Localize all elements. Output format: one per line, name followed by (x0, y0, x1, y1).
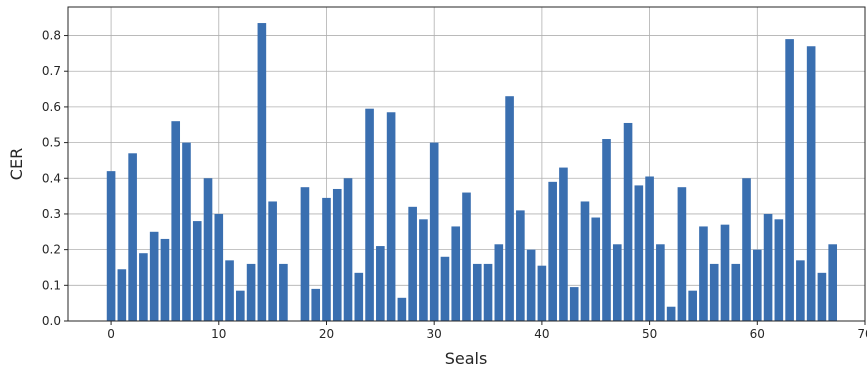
bar (752, 249, 762, 321)
bar (149, 231, 159, 321)
bar (612, 244, 622, 321)
bar (645, 176, 654, 321)
bar (376, 246, 385, 321)
bar (537, 265, 547, 321)
bar (763, 213, 773, 321)
y-tick-label: 0.3 (42, 207, 61, 221)
bar (817, 272, 827, 321)
bar (139, 253, 148, 321)
bar (106, 171, 116, 321)
bar (806, 46, 816, 321)
bar (429, 142, 439, 321)
bar (311, 288, 321, 321)
bar (666, 306, 676, 321)
bar (699, 226, 708, 321)
bar (246, 263, 256, 321)
bar (569, 287, 579, 321)
bar (236, 290, 245, 321)
bar (225, 260, 234, 321)
bar (472, 263, 482, 321)
y-tick-label: 0.7 (42, 64, 61, 78)
bar (785, 39, 794, 321)
bar (354, 272, 364, 321)
bar (279, 263, 288, 321)
bar (128, 153, 137, 321)
bar (731, 263, 741, 321)
bar (526, 249, 536, 321)
bars (106, 23, 837, 322)
bar (386, 112, 396, 322)
bar (688, 290, 697, 321)
y-tick-label: 0.1 (42, 278, 61, 292)
bar (623, 122, 633, 321)
y-tick-label: 0.5 (42, 136, 61, 150)
bar (796, 260, 805, 321)
x-tick-label: 40 (534, 327, 549, 341)
bar (182, 142, 191, 321)
x-axis: 0 10 20 30 40 50 60 70 (107, 321, 867, 341)
bar (257, 23, 267, 321)
bar (408, 206, 417, 321)
x-tick-label: 20 (319, 327, 334, 341)
bar (548, 181, 557, 321)
bar (709, 263, 719, 321)
bar (602, 139, 611, 321)
bar (774, 219, 784, 321)
bar (322, 197, 331, 321)
x-tick-label: 50 (642, 327, 657, 341)
bar (192, 221, 202, 321)
bar (171, 121, 181, 321)
bar (591, 217, 601, 321)
y-tick-label: 0.2 (42, 243, 61, 257)
y-tick-label: 0.6 (42, 100, 61, 114)
bar (214, 213, 224, 321)
bar (516, 210, 525, 321)
bar (656, 244, 665, 321)
x-tick-label: 70 (857, 327, 867, 341)
bar (634, 185, 644, 321)
bar (828, 244, 837, 321)
bar (742, 178, 751, 321)
bar (483, 263, 493, 321)
bar (505, 96, 514, 321)
bar (332, 188, 342, 321)
y-tick-label: 0.0 (42, 314, 61, 328)
bar (160, 238, 170, 321)
bar (559, 167, 568, 321)
bar (462, 192, 471, 321)
bar (268, 201, 277, 321)
bar (419, 219, 428, 321)
bar (494, 244, 504, 321)
y-axis-label: CER (7, 148, 26, 180)
y-axis: 0.0 0.1 0.2 0.3 0.4 0.5 0.6 0.7 0.8 (42, 29, 68, 328)
bar (580, 201, 590, 321)
bar (117, 269, 127, 321)
x-axis-label: Seals (445, 349, 488, 368)
bar (300, 187, 310, 321)
y-tick-label: 0.8 (42, 29, 61, 43)
plot-frame (67, 6, 866, 322)
x-tick-label: 60 (750, 327, 765, 341)
x-tick-label: 10 (211, 327, 226, 341)
y-tick-label: 0.4 (42, 171, 61, 185)
bar (720, 224, 730, 321)
bar (343, 178, 353, 321)
bar (203, 178, 213, 321)
bar (451, 226, 461, 321)
bar (677, 187, 687, 321)
x-tick-label: 30 (427, 327, 442, 341)
bar (365, 108, 374, 322)
bar (397, 297, 407, 321)
x-tick-label: 0 (107, 327, 115, 341)
bar (440, 256, 450, 321)
